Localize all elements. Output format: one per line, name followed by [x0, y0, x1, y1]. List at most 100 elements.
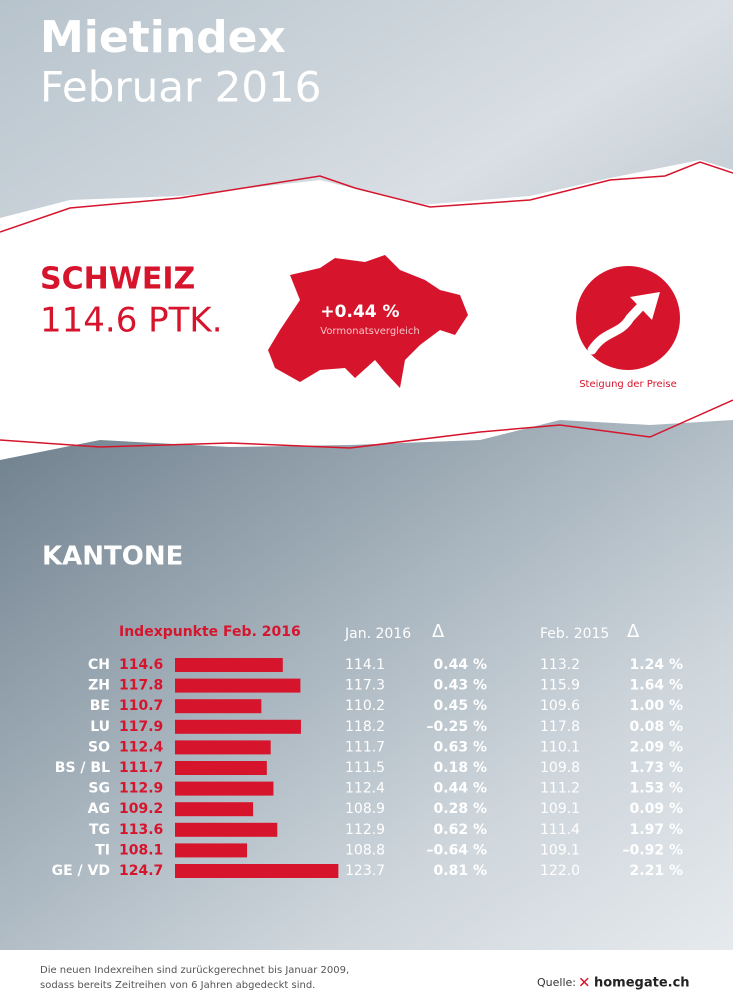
switzerland-map: [268, 255, 468, 388]
trend-arrowhead: [630, 292, 660, 320]
region-value: 114.6 PTK.: [40, 301, 223, 341]
column-header: Feb. 2015: [540, 626, 609, 642]
footer-note: sodass bereits Zeitreihen von 6 Jahren a…: [40, 980, 315, 991]
feb15-value: 117.8: [540, 719, 580, 735]
index-bar: [175, 864, 339, 878]
jan-value: 111.7: [345, 739, 385, 755]
canton-code: BE: [90, 698, 110, 714]
index-value: 114.6: [119, 657, 163, 673]
red-line-bottom: [0, 399, 733, 449]
feb15-change: 1.64 %: [630, 678, 683, 694]
brand-mark: ✕: [578, 974, 591, 992]
change-label: Vormonatsvergleich: [320, 326, 419, 337]
jan-change: 0.28 %: [434, 801, 487, 817]
change: +0.44 %: [320, 302, 399, 322]
jan-change: 0.63 %: [434, 739, 487, 755]
column-header: Indexpunkte Feb. 2016: [119, 624, 301, 640]
jan-value: 114.1: [345, 657, 385, 673]
feb15-change: 1.73 %: [630, 760, 683, 776]
jan-change: 0.44 %: [434, 657, 487, 673]
jan-value: 123.7: [345, 863, 385, 879]
feb15-change: 2.21 %: [630, 863, 683, 879]
table-rows: CH 114.6 114.1 0.44 % 113.2 1.24 % ZH 117.8 117.…: [52, 657, 683, 879]
index-value: 112.4: [119, 739, 164, 755]
index-value: 108.1: [119, 842, 163, 858]
subtitle: Februar 2016: [40, 63, 322, 112]
feb15-change: 2.09 %: [630, 739, 683, 755]
jan-change: 0.18 %: [434, 760, 487, 776]
jan-change: 0.43 %: [434, 678, 487, 694]
region: SCHWEIZ: [40, 262, 195, 297]
jan-change: 0.45 %: [434, 698, 487, 714]
red-line-top: [0, 161, 733, 233]
index-bar: [175, 822, 278, 837]
bottom-background: [0, 420, 733, 950]
feb15-value: 109.1: [540, 842, 580, 858]
canton-code: CH: [88, 657, 110, 673]
feb15-value: 110.1: [540, 739, 580, 755]
index-bar: [175, 761, 267, 775]
jan-value: 108.8: [345, 842, 385, 858]
column-header: Jan. 2016: [344, 626, 411, 642]
section-title: KANTONE: [42, 542, 183, 572]
index-value: 111.7: [119, 760, 163, 776]
feb15-value: 109.8: [540, 760, 580, 776]
feb15-value: 122.0: [540, 863, 580, 879]
canton-code: TI: [95, 842, 110, 858]
jan-value: 112.4: [345, 781, 385, 797]
index-bar: [175, 802, 254, 817]
index-bar: [175, 658, 283, 672]
index-bar: [175, 781, 274, 796]
feb15-change: 1.97 %: [630, 822, 683, 838]
feb15-value: 109.6: [540, 698, 580, 714]
feb15-change: 1.53 %: [630, 781, 683, 797]
canton-code: AG: [88, 801, 110, 817]
jan-value: 111.5: [345, 760, 385, 776]
delta-symbol: Δ: [432, 621, 445, 642]
title: Mietindex: [40, 12, 286, 63]
feb15-change: 0.09 %: [630, 801, 683, 817]
canton-code: LU: [90, 719, 110, 735]
jan-change: –0.25 %: [427, 719, 487, 735]
index-value: 109.2: [119, 801, 163, 817]
canton-code: TG: [89, 822, 110, 838]
index-value: 110.7: [119, 698, 163, 714]
canton-code: SO: [88, 739, 110, 755]
feb15-change: –0.92 %: [623, 842, 683, 858]
feb15-value: 109.1: [540, 801, 580, 817]
canton-code: GE / VD: [52, 863, 110, 879]
brand: homegate.ch: [594, 976, 690, 991]
feb15-change: 1.00 %: [630, 698, 683, 714]
index-bar: [175, 719, 301, 734]
canton-code: ZH: [88, 678, 110, 694]
index-bar: [175, 699, 262, 714]
feb15-value: 115.9: [540, 678, 580, 694]
canton-code: BS / BL: [55, 760, 110, 776]
jan-value: 108.9: [345, 801, 385, 817]
feb15-change: 0.08 %: [630, 719, 683, 735]
index-bar: [175, 843, 248, 858]
trend-label: Steigung der Preise: [579, 379, 677, 390]
index-bar: [175, 740, 271, 755]
jan-value: 118.2: [345, 719, 385, 735]
index-bar: [175, 678, 301, 693]
jan-change: –0.64 %: [427, 842, 487, 858]
feb15-value: 111.4: [540, 822, 580, 838]
delta-symbol: Δ: [627, 621, 640, 642]
jan-value: 110.2: [345, 698, 385, 714]
trend-arrow: [587, 297, 650, 355]
feb15-change: 1.24 %: [630, 657, 683, 673]
index-value: 113.6: [119, 822, 163, 838]
feb15-value: 111.2: [540, 781, 580, 797]
index-value: 124.7: [119, 863, 163, 879]
index-value: 112.9: [119, 781, 163, 797]
index-value: 117.8: [119, 678, 163, 694]
jan-value: 117.3: [345, 678, 385, 694]
jan-value: 112.9: [345, 822, 385, 838]
footer-background: [0, 950, 733, 1000]
jan-change: 0.44 %: [434, 781, 487, 797]
footer-note: Die neuen Indexreihen sind zurückgerechn…: [40, 965, 349, 976]
feb15-value: 113.2: [540, 657, 580, 673]
